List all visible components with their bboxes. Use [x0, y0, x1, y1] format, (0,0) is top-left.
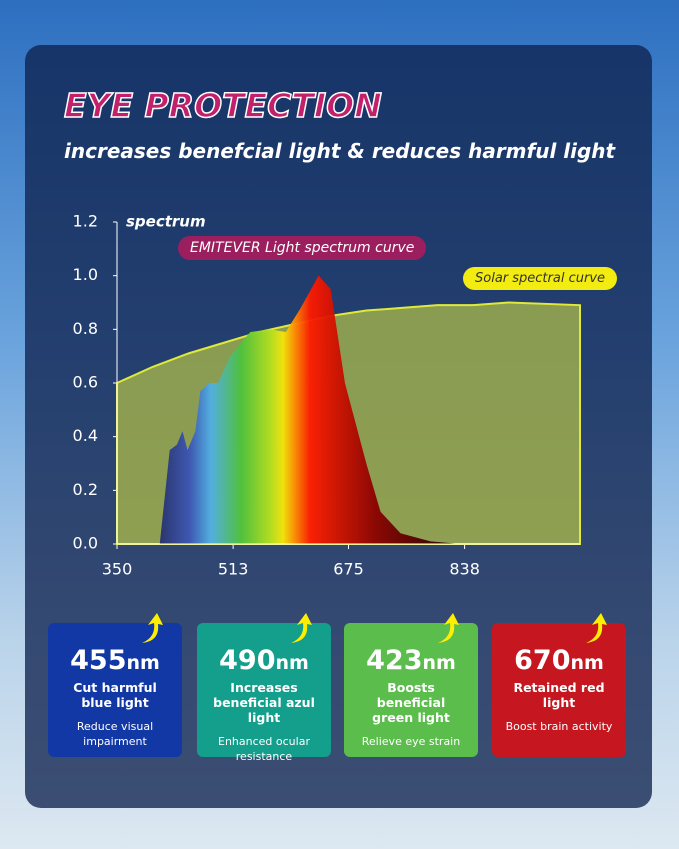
unit: nm [570, 652, 604, 674]
card: 423nm Boosts beneficial green light Reli… [344, 613, 478, 757]
y-tick-label: 0.6 [73, 373, 98, 392]
arrow [291, 613, 312, 643]
card-desc: Relieve eye strain [361, 735, 461, 748]
arrow [438, 613, 459, 643]
x-tick-label: 838 [449, 560, 480, 579]
y-tick-label: 1.2 [73, 212, 98, 231]
card-desc: Enhanced ocular resistance [218, 735, 310, 763]
card-desc: Boost brain activity [505, 720, 613, 733]
subtitle: increases benefcial light & reduces harm… [64, 139, 616, 163]
wavelength: 455nm [48, 645, 182, 676]
card-title: Increases beneficial azul light [213, 680, 315, 725]
y-axis-label: spectrum [126, 213, 206, 231]
y-tick-label: 0.2 [73, 480, 98, 499]
wavelength: 670nm [492, 645, 626, 676]
card: 490nm Increases beneficial azul light En… [197, 613, 331, 763]
wavelength-value: 423 [366, 645, 423, 676]
x-tick-label: 675 [333, 560, 364, 579]
x-tick-label: 350 [102, 560, 133, 579]
card: 455nm Cut harmful blue light Reduce visu… [48, 613, 182, 757]
card-title: Cut harmful blue light [73, 680, 157, 710]
wavelength-value: 670 [514, 645, 571, 676]
x-tick-label: 513 [218, 560, 249, 579]
unit: nm [422, 652, 456, 674]
y-tick-label: 1.0 [73, 265, 98, 284]
wavelength-value: 455 [70, 645, 127, 676]
card: 670nm Retained red light Boost brain act… [492, 613, 626, 757]
arrow [586, 613, 607, 643]
legend-entry: EMITEVER Light spectrum curve [178, 236, 427, 260]
unit: nm [275, 652, 309, 674]
card-title: Boosts beneficial green light [372, 680, 450, 725]
legend-entry: Solar spectral curve [463, 267, 618, 290]
y-tick-label: 0.4 [73, 426, 98, 445]
wavelength: 423nm [344, 645, 478, 676]
card-title: Retained red light [513, 680, 605, 710]
series-area [159, 275, 462, 544]
y-tick-label: 0.0 [73, 534, 98, 553]
unit: nm [126, 652, 160, 674]
wavelength-value: 490 [219, 645, 276, 676]
wavelength: 490nm [197, 645, 331, 676]
arrow [142, 613, 163, 643]
title: EYE PROTECTION [63, 85, 382, 126]
card-desc: Reduce visual impairment [76, 720, 154, 748]
y-tick-label: 0.8 [73, 319, 98, 338]
